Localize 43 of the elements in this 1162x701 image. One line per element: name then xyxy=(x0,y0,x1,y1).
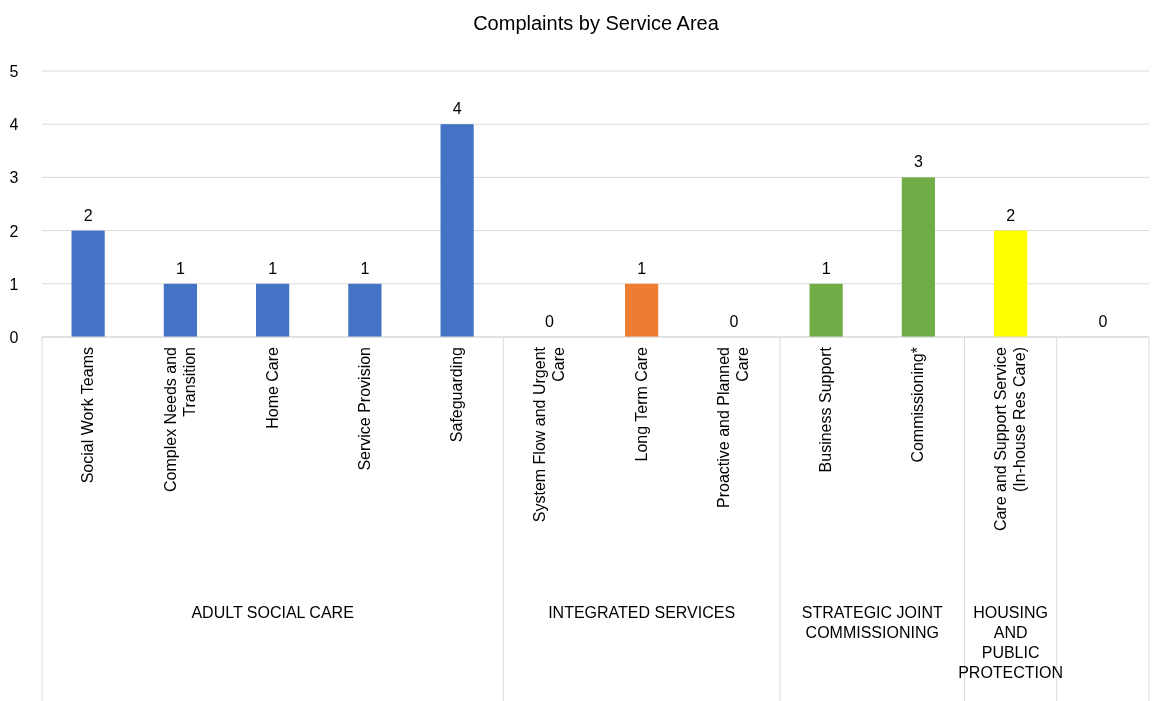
x-tick-label: Social Work Teams xyxy=(79,347,97,484)
y-tick-label: 0 xyxy=(9,329,19,346)
x-tick-label: Business Support xyxy=(817,346,835,473)
data-label: 2 xyxy=(1006,206,1016,224)
x-tick-label: Commissioning* xyxy=(909,347,927,463)
y-tick-label: 5 xyxy=(9,63,19,80)
chart-title: Complaints by Service Area xyxy=(473,12,720,34)
data-label: 4 xyxy=(452,100,462,118)
bar xyxy=(71,230,105,337)
text: STRATEGIC JOINT COMMISSIONING xyxy=(801,604,943,641)
bar xyxy=(625,283,659,337)
data-label: 2 xyxy=(83,206,93,224)
x-tick-label: Care and Support Service (In-house Res Care) xyxy=(992,346,1029,532)
bar xyxy=(809,283,843,337)
x-tick-label: Home Care xyxy=(263,346,281,429)
data-label: 1 xyxy=(360,259,370,277)
x-tick-label: System Flow and Urgent Care xyxy=(530,346,567,523)
data-label: 1 xyxy=(637,259,647,277)
bar xyxy=(901,177,935,337)
data-label: 1 xyxy=(175,259,185,277)
text: ADULT SOCIAL CARE xyxy=(191,604,354,621)
x-tick-label: Service Provision xyxy=(355,347,373,471)
data-label: 0 xyxy=(544,313,554,330)
bar xyxy=(256,283,290,337)
y-tick-label: 4 xyxy=(9,116,19,134)
data-label: 0 xyxy=(1098,313,1108,330)
text: HOUSING AND PUBLIC PROTECTION xyxy=(958,604,1064,681)
y-tick-label: 1 xyxy=(9,275,19,293)
x-tick-label: Safeguarding xyxy=(448,347,466,443)
x-tick-label: Long Term Care xyxy=(632,346,650,462)
data-label: 1 xyxy=(821,259,831,277)
data-label: 1 xyxy=(268,259,278,277)
bar xyxy=(440,124,474,337)
data-label: 0 xyxy=(729,313,739,330)
bar xyxy=(994,230,1028,337)
bar xyxy=(163,283,197,337)
x-tick-label: Complex Needs and Transition xyxy=(161,347,198,492)
y-tick-label: 2 xyxy=(9,222,19,240)
bar xyxy=(348,283,382,337)
y-tick-label: 3 xyxy=(9,169,19,187)
text: INTEGRATED SERVICES xyxy=(548,604,736,621)
x-tick-label: Proactive and Planned Care xyxy=(715,346,752,508)
data-label: 3 xyxy=(913,153,923,171)
